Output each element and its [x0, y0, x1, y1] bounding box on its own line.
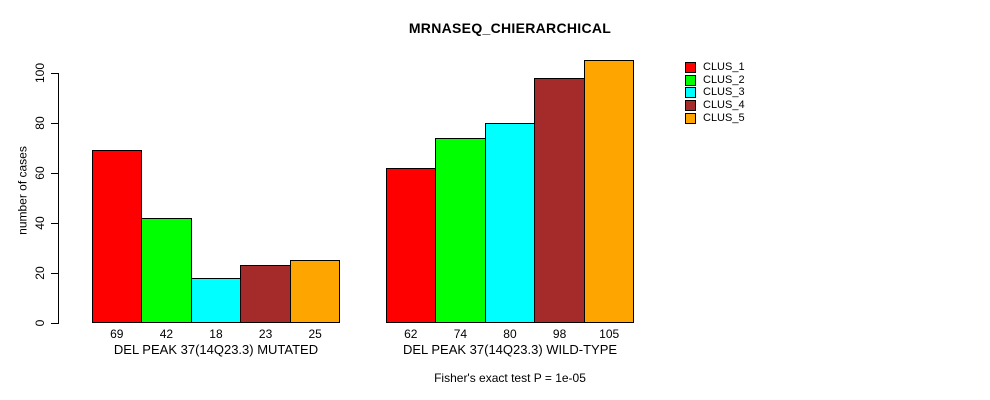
y-axis-label: number of cases [15, 146, 30, 235]
bar-value-label: 98 [552, 327, 567, 341]
group-axis-label: DEL PEAK 37(14Q23.3) MUTATED [113, 342, 319, 357]
legend-row: CLUS_2 [685, 74, 745, 87]
legend-label: CLUS_5 [703, 111, 745, 124]
y-tick-label: 60 [33, 166, 47, 180]
bar-clus_4 [240, 265, 291, 323]
legend-swatch-icon [685, 74, 696, 86]
bar-clus_3 [484, 123, 536, 323]
y-axis-line [58, 73, 59, 324]
value-label-row: 62 74 80 98 105 [386, 327, 634, 341]
y-tick-mark [51, 273, 58, 274]
legend-swatch-icon [685, 112, 696, 124]
y-tick-label: 80 [33, 116, 47, 130]
bar-value-label: 42 [159, 327, 174, 341]
bar-clus_2 [141, 218, 192, 323]
y-tick-mark [51, 73, 58, 74]
y-tick-label: 0 [33, 319, 47, 327]
legend-swatch-icon [685, 100, 696, 112]
legend-row: CLUS_5 [685, 112, 745, 125]
y-tick-mark [51, 173, 58, 174]
bar-value-label: 23 [258, 327, 273, 341]
bar-value-label: 74 [453, 327, 468, 341]
bar-clus_4 [534, 78, 585, 323]
bar-clus_5 [289, 260, 341, 323]
legend-row: CLUS_1 [685, 61, 745, 74]
bar-group-1 [92, 73, 341, 323]
bar-value-label: 62 [404, 327, 418, 341]
bar-clus_2 [435, 138, 486, 323]
legend-label: CLUS_1 [703, 60, 745, 73]
bar-value-label: 25 [308, 327, 322, 341]
y-tick-mark [51, 223, 58, 224]
legend-label: CLUS_2 [703, 73, 745, 86]
caption: Fisher's exact test P = 1e-05 [434, 371, 586, 385]
bar-value-label: 18 [209, 327, 223, 341]
legend: CLUS_1 CLUS_2 CLUS_3 CLUS_4 CLUS_5 [685, 61, 745, 125]
legend-swatch-icon [685, 61, 696, 73]
y-tick-label: 20 [33, 266, 47, 280]
bar-clus_1 [92, 150, 143, 323]
bar-value-label: 105 [599, 327, 620, 341]
bar-clus_3 [190, 278, 242, 323]
y-tick-label: 100 [33, 62, 47, 84]
y-tick-mark [51, 323, 58, 324]
legend-label: CLUS_4 [703, 99, 745, 112]
legend-row: CLUS_3 [685, 87, 745, 100]
bar-value-label: 80 [503, 327, 517, 341]
bar-value-label: 69 [110, 327, 124, 341]
y-tick-label: 40 [33, 216, 47, 230]
group-axis-label: DEL PEAK 37(14Q23.3) WILD-TYPE [402, 342, 618, 357]
bar-clus_5 [583, 60, 635, 323]
bar-clus_1 [386, 168, 437, 323]
y-tick-mark [51, 123, 58, 124]
bar-group-2 [386, 60, 635, 323]
legend-swatch-icon [685, 87, 696, 99]
legend-label: CLUS_3 [703, 86, 745, 99]
legend-row: CLUS_4 [685, 99, 745, 112]
chart-title: MRNASEQ_CHIERARCHICAL [408, 20, 612, 36]
value-label-row: 69 42 18 23 25 [92, 327, 340, 341]
